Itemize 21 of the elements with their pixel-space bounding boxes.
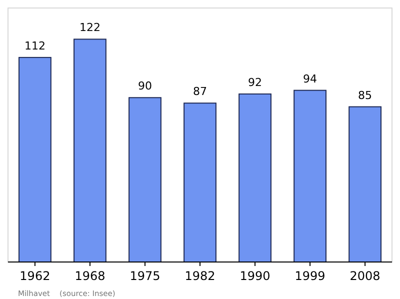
x-tick-label: 1982 bbox=[184, 269, 216, 283]
data-label: 122 bbox=[79, 21, 100, 34]
bar bbox=[348, 106, 382, 262]
x-tick-label: 1990 bbox=[240, 269, 270, 283]
data-label: 94 bbox=[303, 72, 318, 86]
x-tick-label: 1968 bbox=[74, 269, 106, 283]
data-label: 90 bbox=[138, 80, 152, 93]
bar bbox=[74, 38, 106, 262]
bar bbox=[18, 56, 52, 262]
x-tick-label: 2008 bbox=[350, 269, 380, 283]
bar bbox=[294, 90, 326, 262]
data-label: 87 bbox=[193, 85, 207, 98]
data-label: 112 bbox=[24, 39, 46, 52]
x-tick-label: 1999 bbox=[294, 269, 326, 283]
bar bbox=[238, 93, 272, 262]
data-label: 85 bbox=[358, 88, 372, 102]
x-tick-label: 1975 bbox=[130, 269, 160, 283]
data-label: 92 bbox=[248, 76, 262, 89]
bar bbox=[184, 102, 216, 262]
bar bbox=[128, 97, 162, 262]
x-tick-label: 1962 bbox=[20, 269, 50, 283]
